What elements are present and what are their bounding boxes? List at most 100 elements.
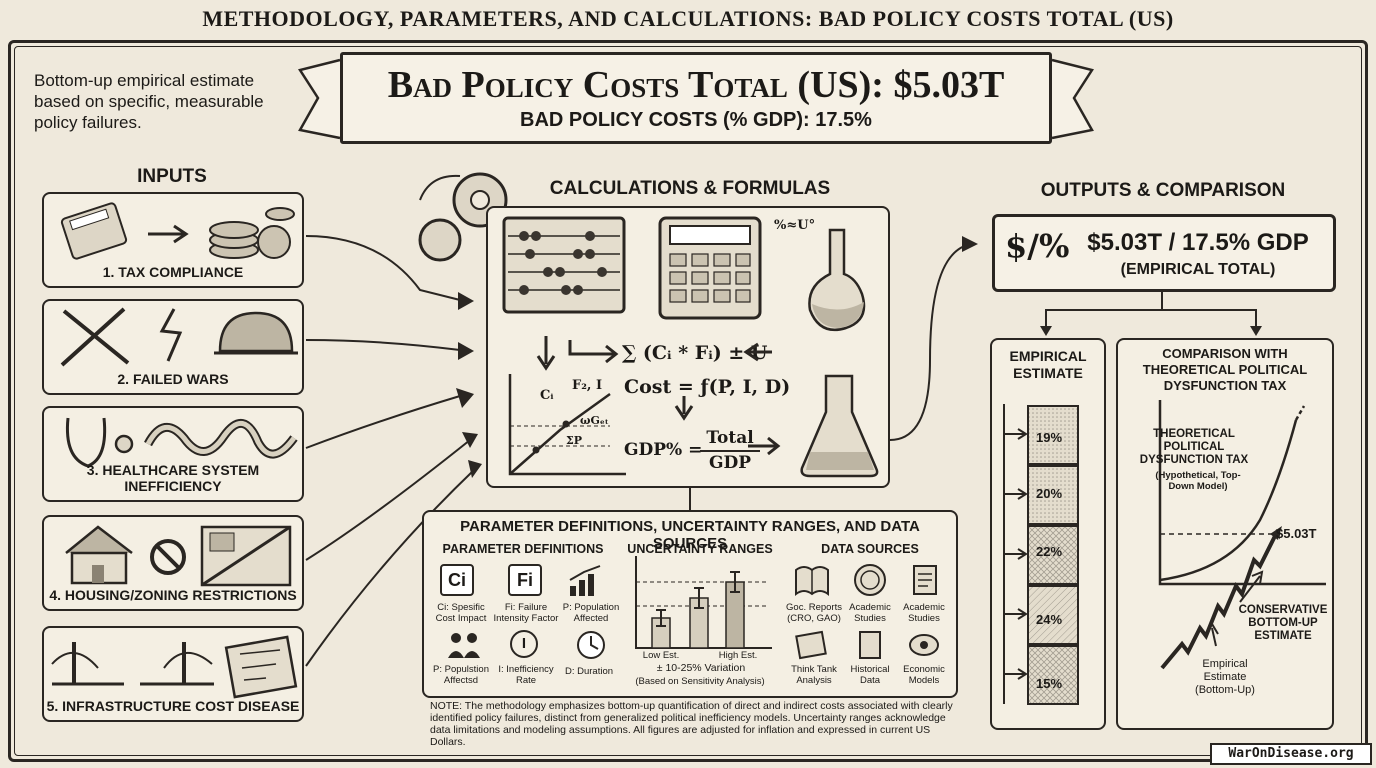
segment-pointer-arrow	[1004, 608, 1028, 620]
def-d: D: Duration	[564, 666, 614, 677]
abacus-icon	[502, 216, 626, 314]
theoretical-sub: (Hypothetical, Top-Down Model)	[1155, 470, 1241, 492]
def-p2: P: Populstion Affectsd	[433, 664, 489, 686]
source-academic-1: Academic Studies	[849, 602, 891, 624]
input-housing: 4. HOUSING/ZONING RESTRICTIONS	[42, 515, 304, 611]
input-tax-compliance: 1. TAX COMPLIANCE	[42, 192, 304, 288]
conservative-label: CONSERVATIVE BOTTOM-UP ESTIMATE	[1238, 604, 1328, 642]
desk-calculator-icon	[658, 216, 762, 320]
graph-label-sigma: ΣP	[566, 434, 583, 447]
source-academic-2: Academic Studies	[903, 602, 945, 624]
graph-label-omega: ωGₑₜ	[580, 414, 609, 427]
calc-arrows	[536, 336, 781, 456]
symbol-ci-tile: Ci	[440, 564, 474, 596]
watermark: WarOnDisease.org	[1210, 743, 1372, 765]
input-healthcare: 3. HEALTHCARE SYSTEM INEFFICIENCY	[42, 406, 304, 502]
output-total-box: $/% $5.03T / 17.5% GDP (EMPIRICAL TOTAL)	[992, 214, 1336, 292]
input-failed-wars: 2. FAILED WARS	[42, 299, 304, 395]
headline-banner: Bad Policy Costs Total (US): $5.03T BAD …	[340, 52, 1052, 144]
helmet-icon	[214, 311, 298, 355]
input-label: 3. HEALTHCARE SYSTEM INEFFICIENCY	[86, 462, 260, 494]
beaker-icon	[800, 374, 879, 478]
symbol-fi-tile: Fi	[508, 564, 542, 596]
variation-basis: (Based on Sensitivity Analysis)	[635, 676, 765, 687]
arrow-right-icon	[148, 224, 189, 244]
document-icon	[859, 631, 881, 659]
tangled-pipes-icon	[144, 419, 298, 459]
house-icon	[65, 525, 133, 585]
input-infrastructure: 5. INFRASTRUCTURE COST DISEASE	[42, 626, 304, 722]
segment-label-5: 15%	[1036, 676, 1063, 691]
stethoscope-icon	[65, 417, 134, 468]
empirical-segment-texture	[1028, 406, 1078, 464]
variation-label: ± 10-25% Variation	[656, 662, 746, 674]
empirical-segment-texture	[1028, 586, 1078, 644]
methodology-note: NOTE: The methodology emphasizes bottom-…	[430, 700, 953, 748]
theoretical-label: THEORETICAL POLITICAL DYSFUNCTION TAX	[1139, 428, 1249, 466]
source-economic-models: Economic Models	[903, 664, 945, 686]
low-estimate-label: Low Est.	[642, 650, 680, 661]
segment-pointer-arrow	[1004, 668, 1028, 680]
banner-gdp-share: BAD POLICY COSTS (% GDP): 17.5%	[520, 109, 872, 131]
comparison-value-label: $5.03T	[1276, 526, 1317, 541]
scroll-icon	[913, 565, 937, 595]
uncertainty-heading: UNCERTAINTY RANGES	[627, 542, 773, 556]
high-estimate-label: High Est.	[718, 650, 758, 661]
page-frame	[8, 40, 1368, 762]
definitions-heading: PARAMETER DEFINITIONS	[442, 542, 604, 556]
papers-icon	[795, 630, 827, 660]
comparison-graph	[1158, 400, 1326, 670]
blueprint-icon	[224, 635, 298, 699]
crossed-swords-icon	[60, 307, 130, 367]
seal-icon	[854, 564, 886, 596]
page-title: METHODOLOGY, PARAMETERS, AND CALCULATION…	[202, 6, 1174, 31]
banner-main-figure: Bad Policy Costs Total (US): $5.03T	[387, 64, 1005, 106]
output-branch-arrows	[1040, 292, 1262, 336]
flask-icon	[808, 228, 866, 332]
graph-label-f: F₂, I	[572, 378, 603, 393]
calculations-heading: CALCULATIONS & FORMULAS	[549, 178, 831, 199]
bar-growth-icon	[569, 565, 601, 596]
input-label: 4. HOUSING/ZONING RESTRICTIONS	[49, 587, 297, 603]
segment-pointer-arrow	[1004, 548, 1028, 560]
model-icon	[909, 634, 939, 656]
parameters-title: PARAMETER DEFINITIONS, UNCERTAINTY RANGE…	[460, 518, 920, 552]
people-icon	[448, 633, 480, 658]
segment-pointer-arrow	[1004, 488, 1028, 500]
dollar-percent-symbol: $/%	[1005, 227, 1070, 265]
input-label: 5. INFRASTRUCTURE COST DISEASE	[46, 698, 300, 714]
input-label: 1. TAX COMPLIANCE	[102, 264, 244, 280]
segment-label-1: 19%	[1036, 430, 1063, 445]
cost-formula: Cost = ƒ(P, I, D)	[624, 376, 791, 398]
page-frame-inner	[14, 46, 1362, 756]
comparison-title: COMPARISON WITH THEORETICAL POLITICAL DY…	[1142, 346, 1308, 393]
coin-stack-icon	[209, 207, 295, 259]
calc-side-note: %≈U°	[774, 218, 816, 233]
source-historical: Historical Data	[850, 664, 890, 686]
def-fi: Fi: Failure Intensity Factor	[493, 602, 559, 624]
inputs-heading: INPUTS	[137, 166, 207, 187]
graph-label-ci: Cᵢ	[540, 388, 554, 403]
intro-text: Bottom-up empirical estimate based on sp…	[34, 71, 264, 132]
empirical-stack	[1003, 404, 1079, 705]
gdp-formula-numerator: Total	[706, 428, 754, 448]
segment-label-3: 22%	[1036, 544, 1063, 559]
source-gov-reports: Goc. Reports (CRO, GAO)	[786, 602, 842, 624]
line-graph-icon	[508, 374, 626, 476]
empirical-segment-texture	[1028, 526, 1078, 584]
prohibited-icon	[150, 539, 186, 575]
broken-bridge-icon	[51, 642, 214, 686]
outputs-heading: OUTPUTS & COMPARISON	[1040, 180, 1286, 201]
zoning-map-icon	[200, 525, 292, 587]
book-icon	[795, 566, 829, 596]
segment-pointer-arrow	[1004, 428, 1028, 440]
source-think-tank: Think Tank Analysis	[791, 664, 837, 686]
empirical-segment-texture	[1028, 646, 1078, 704]
clock-icon	[577, 631, 605, 659]
def-ci: Ci: Spesific Cost Impact	[435, 602, 487, 624]
sources-heading: DATA SOURCES	[821, 542, 919, 556]
calculator-icon	[60, 202, 128, 260]
output-total-value: $5.03T / 17.5% GDP	[1087, 229, 1309, 256]
empirical-title: EMPIRICAL ESTIMATE	[1009, 348, 1087, 381]
empirical-segment-texture	[1028, 466, 1078, 524]
